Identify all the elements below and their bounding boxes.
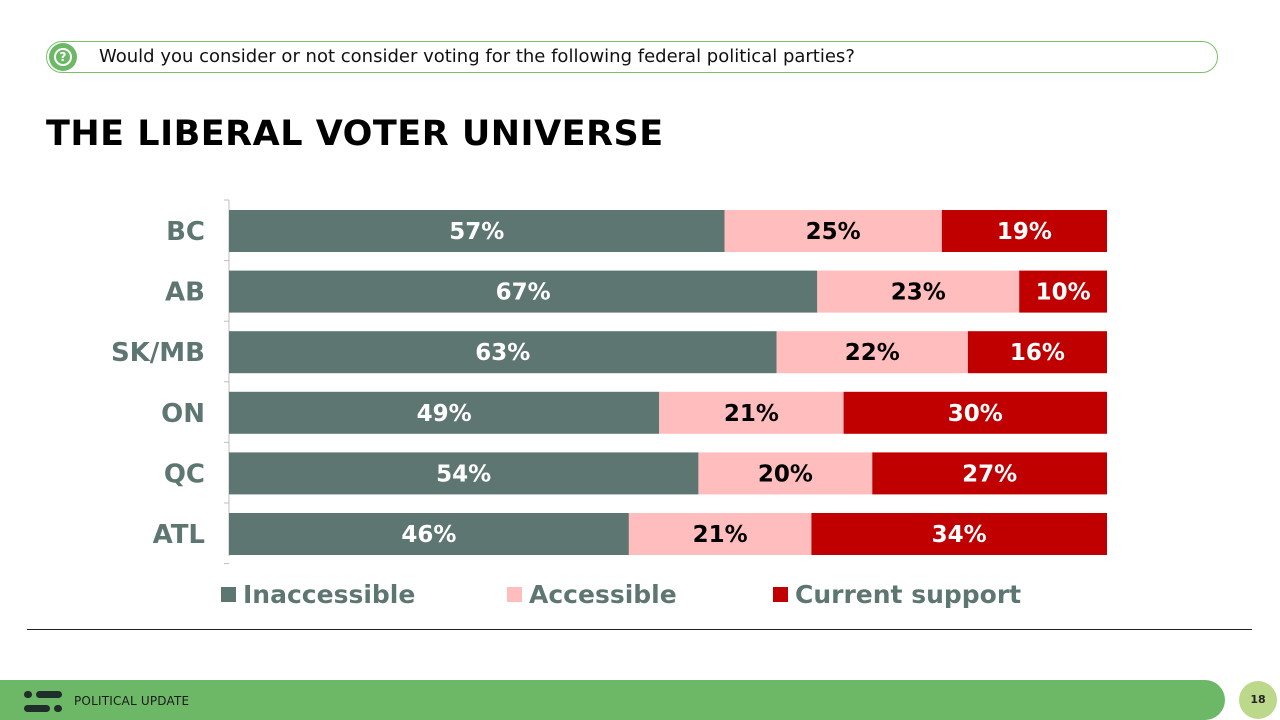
data-label: 63%: [475, 340, 530, 366]
legend-swatch: [507, 587, 522, 602]
category-label: SK/MB: [111, 338, 205, 368]
bar-segment-inaccessible: [229, 391, 660, 434]
bar-segment-accessible: [698, 452, 873, 495]
stacked-bar-chart: BC 57% 25% 19% AB 67% 23% 10% SK/MB 63% 22% 16% ON 49…: [111, 199, 1107, 565]
legend-item: Accessible: [507, 580, 677, 609]
data-label: 27%: [962, 461, 1017, 487]
category-label: BC: [166, 217, 205, 247]
page-number: 18: [1239, 681, 1277, 719]
data-label: 34%: [932, 522, 987, 548]
footer-label: POLITICAL UPDATE: [74, 694, 190, 708]
bar-segment-accessible: [659, 391, 844, 434]
bar-segment-inaccessible: [229, 452, 699, 495]
data-label: 21%: [724, 401, 779, 427]
bar-segment-inaccessible: [229, 270, 818, 313]
data-label: 46%: [401, 522, 456, 548]
footer-bar: [0, 680, 1225, 720]
bar-segment-accessible: [628, 513, 812, 555]
slide-title: THE LIBERAL VOTER UNIVERSE: [46, 114, 664, 154]
question-text: Would you consider or not consider votin…: [99, 46, 855, 67]
bar-segment-inaccessible: [229, 513, 629, 555]
data-label: 21%: [693, 522, 748, 548]
data-label: 49%: [417, 401, 472, 427]
data-label: 22%: [845, 340, 900, 366]
bar-segment-accessible: [724, 210, 942, 252]
legend-swatch: [773, 587, 788, 602]
legend-label: Current support: [795, 580, 1022, 609]
data-label: 54%: [436, 461, 491, 487]
bar-segment-current-support: [967, 331, 1107, 374]
bar-segment-current-support: [843, 391, 1107, 434]
category-label: ON: [161, 399, 205, 429]
bar-segment-inaccessible: [229, 331, 777, 374]
legend-item: Current support: [773, 580, 1021, 609]
bar-segment-accessible: [817, 270, 1020, 313]
data-label: 30%: [948, 401, 1003, 427]
bar-segment-current-support: [941, 210, 1107, 252]
data-label: 10%: [1036, 280, 1091, 306]
legend-item: Inaccessible: [221, 580, 415, 609]
category-label: ATL: [153, 520, 205, 550]
data-label: 19%: [997, 219, 1052, 245]
bar-segment-current-support: [1019, 270, 1107, 313]
data-label: 16%: [1010, 340, 1065, 366]
data-label: 67%: [496, 280, 551, 306]
category-label: QC: [164, 459, 205, 489]
divider: [27, 629, 1252, 630]
legend-label: Accessible: [529, 580, 677, 609]
legend-swatch: [221, 587, 236, 602]
legend-label: Inaccessible: [243, 580, 416, 609]
data-label: 57%: [449, 219, 504, 245]
bar-segment-current-support: [872, 452, 1107, 495]
question-bar: ? Would you consider or not consider vot…: [46, 41, 1218, 73]
category-label: AB: [165, 278, 205, 308]
data-label: 23%: [891, 280, 946, 306]
abacus-logo-icon: [24, 691, 62, 712]
bar-segment-accessible: [776, 331, 968, 374]
data-label: 25%: [806, 219, 861, 245]
bar-segment-current-support: [811, 513, 1107, 555]
question-circle-icon: ?: [49, 43, 77, 71]
data-label: 20%: [758, 461, 813, 487]
bar-segment-inaccessible: [229, 210, 725, 252]
